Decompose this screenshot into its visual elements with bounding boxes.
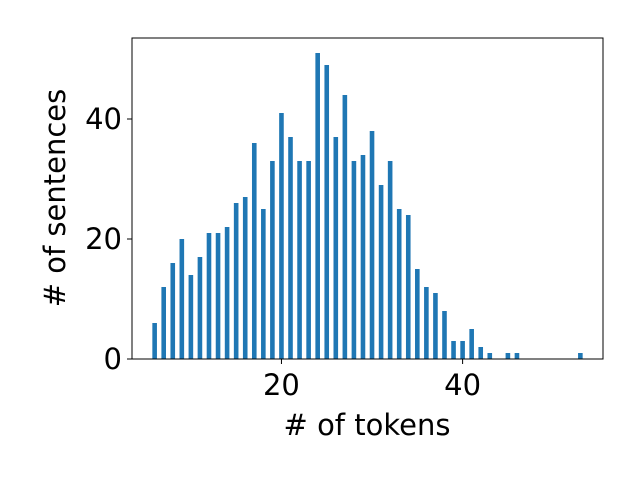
y-tick-label: 20 [85, 222, 122, 256]
bar [369, 131, 375, 359]
bars-group [152, 53, 583, 359]
bar [152, 323, 157, 359]
plot-frame [131, 37, 604, 360]
bar [396, 209, 402, 359]
bar [333, 137, 339, 359]
y-tick-label: 0 [104, 342, 122, 376]
bar [251, 143, 257, 359]
bar [478, 347, 484, 359]
bar [206, 233, 212, 359]
bar [242, 197, 248, 359]
bar [578, 353, 583, 359]
x-axis: 20 40 [263, 359, 481, 402]
bar [224, 227, 230, 359]
bar [487, 353, 493, 359]
bar [378, 185, 384, 359]
bar [514, 353, 520, 359]
bar [188, 275, 194, 359]
bar [505, 353, 511, 359]
y-axis: 0 20 40 [85, 102, 132, 376]
y-tick-label: 40 [85, 102, 122, 136]
bar [288, 137, 293, 359]
bar [270, 161, 275, 359]
bar [233, 203, 239, 359]
bar [451, 341, 456, 359]
bar [351, 161, 357, 359]
x-tick-label: 40 [444, 368, 481, 402]
bar [179, 239, 185, 359]
bar [324, 65, 330, 359]
bar [469, 329, 474, 359]
bar [433, 293, 438, 359]
x-tick-label: 20 [263, 368, 300, 402]
bar [387, 161, 393, 359]
bar [170, 263, 176, 359]
bar [279, 113, 284, 359]
x-axis-label: # of tokens [284, 408, 451, 442]
bar [424, 287, 429, 359]
bar [342, 95, 348, 359]
bar [297, 161, 302, 359]
bar [215, 233, 221, 359]
y-axis-label: # of sentences [38, 89, 72, 308]
bar [306, 161, 311, 359]
bar [442, 311, 447, 359]
bar [161, 287, 167, 359]
bar [405, 215, 411, 359]
bar [197, 257, 203, 359]
bar [315, 53, 320, 359]
bar [460, 341, 465, 359]
bar [360, 155, 366, 359]
bar [261, 209, 266, 359]
bar [415, 269, 420, 359]
